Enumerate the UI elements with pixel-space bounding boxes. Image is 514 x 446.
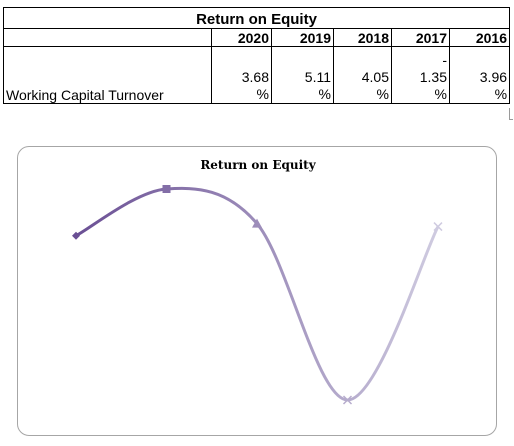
series-line — [75, 186, 440, 402]
value-number: 5.11 — [304, 69, 331, 85]
data-point-marker — [342, 395, 353, 405]
year-header: 2020 — [211, 28, 272, 47]
value-number: 1.35 — [419, 69, 447, 85]
year-header: 2018 — [333, 28, 392, 47]
row-label: Working Capital Turnover — [3, 46, 212, 104]
value-cell: 5.11 % — [271, 46, 334, 104]
cell-edge-marker — [509, 108, 513, 120]
value-unit: % — [434, 86, 447, 102]
value-unit: % — [256, 86, 269, 102]
chart-frame[interactable]: Return on Equity — [17, 146, 497, 436]
data-point-marker — [252, 218, 262, 228]
roe-table: Return on Equity 2020 2019 2018 2017 201… — [2, 7, 511, 104]
data-point-marker — [162, 185, 171, 193]
table-row: Working Capital Turnover 3.68 % 5.11 % 4… — [3, 46, 511, 104]
data-point-marker — [72, 231, 80, 240]
value-unit: % — [318, 86, 331, 102]
table-header-blank — [3, 28, 212, 47]
value-cell: 3.68 % — [211, 46, 272, 104]
marker-layer — [72, 185, 443, 405]
year-header: 2016 — [448, 28, 511, 47]
value-number: 3.96 — [479, 69, 508, 85]
roe-table-region: Return on Equity 2020 2019 2018 2017 201… — [2, 7, 511, 104]
roe-line-chart: Return on Equity — [72, 158, 443, 405]
value-cell: 3.96 % — [448, 46, 511, 104]
value-number: 4.05 — [361, 69, 389, 85]
year-header: 2019 — [271, 28, 334, 47]
chart-title: Return on Equity — [200, 158, 316, 172]
value-cell: 4.05 % — [333, 46, 392, 104]
table-title: Return on Equity — [2, 7, 511, 29]
value-cell: - 1.35 % — [391, 46, 450, 104]
value-sign: - — [442, 52, 447, 68]
year-header: 2017 — [391, 28, 450, 47]
value-number: 3.68 — [241, 69, 269, 85]
value-unit: % — [376, 86, 389, 102]
data-point-marker — [433, 222, 443, 232]
value-unit: % — [494, 86, 508, 102]
